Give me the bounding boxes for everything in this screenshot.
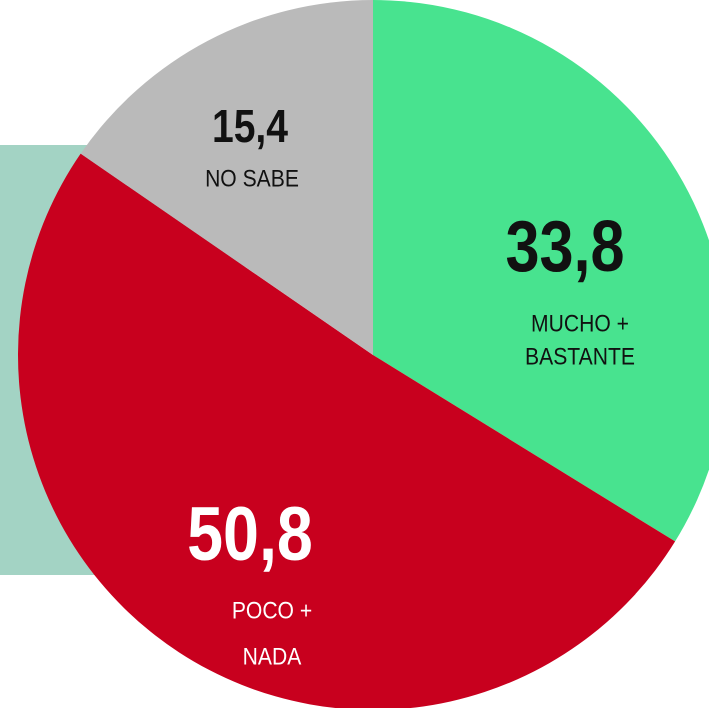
category-label: NADA — [243, 643, 303, 670]
value-label: 33,8 — [505, 207, 624, 287]
category-label: MUCHO + — [531, 310, 629, 337]
category-label: BASTANTE — [525, 343, 635, 370]
value-label: 15,4 — [212, 101, 288, 153]
pie-slice — [18, 153, 676, 708]
category-label: POCO + — [232, 597, 312, 624]
value-label: 50,8 — [187, 491, 313, 576]
pie-slice — [373, 0, 709, 542]
category-label: NO SABE — [205, 165, 299, 192]
pie-slice — [80, 0, 373, 355]
